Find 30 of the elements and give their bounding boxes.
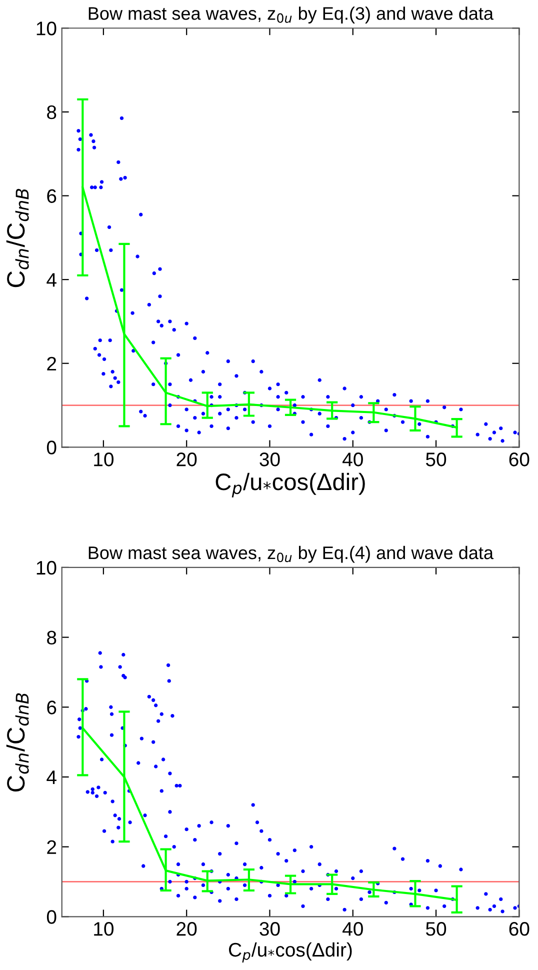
x-tick-label: 60 <box>509 922 530 936</box>
y-tick-label: 0 <box>46 910 56 924</box>
y-tick-label: 8 <box>47 630 56 645</box>
y-tick-label: 2 <box>47 840 56 854</box>
x-tick-label: 60 <box>509 452 530 466</box>
y-tick-label: 4 <box>46 273 56 287</box>
x-tick-label: 50 <box>426 452 446 466</box>
y-tick-label: 6 <box>47 189 56 203</box>
x-tick-label: 30 <box>260 922 280 936</box>
y-tick-label: 10 <box>36 22 56 36</box>
x-tick-label: 40 <box>342 922 363 936</box>
x-axis-title: C$_{p}$/u$_{*}$cos(Δdir) <box>228 942 352 963</box>
chart-title: Bow mast sea waves, z$_{0u}$ by Eq.(3) and wave data <box>88 6 494 24</box>
x-axis-title: C$_{p}$/u$_{*}$cos(Δdir) <box>216 472 365 498</box>
y-tick-label: 10 <box>36 560 56 575</box>
x-tick-label: 10 <box>94 922 114 936</box>
x-tick-label: 50 <box>426 922 446 936</box>
x-tick-label: 40 <box>342 452 363 466</box>
y-tick-label: 4 <box>46 770 56 784</box>
y-tick-label: 8 <box>47 105 56 120</box>
chart-title: Bow mast sea waves, z$_{0u}$ by Eq.(4) and wave data <box>88 546 494 563</box>
y-axis-title: C$_{dn}$/C$_{dnB}$ <box>6 188 29 288</box>
x-tick-label: 20 <box>176 452 197 466</box>
y-axis-title: C$_{dn}$/C$_{dnB}$ <box>6 693 29 792</box>
y-tick-label: 0 <box>46 440 56 454</box>
y-tick-label: 2 <box>47 356 56 370</box>
x-tick-label: 30 <box>260 452 280 466</box>
x-tick-label: 20 <box>176 922 197 936</box>
x-tick-label: 10 <box>94 452 114 466</box>
y-tick-label: 6 <box>47 700 56 714</box>
